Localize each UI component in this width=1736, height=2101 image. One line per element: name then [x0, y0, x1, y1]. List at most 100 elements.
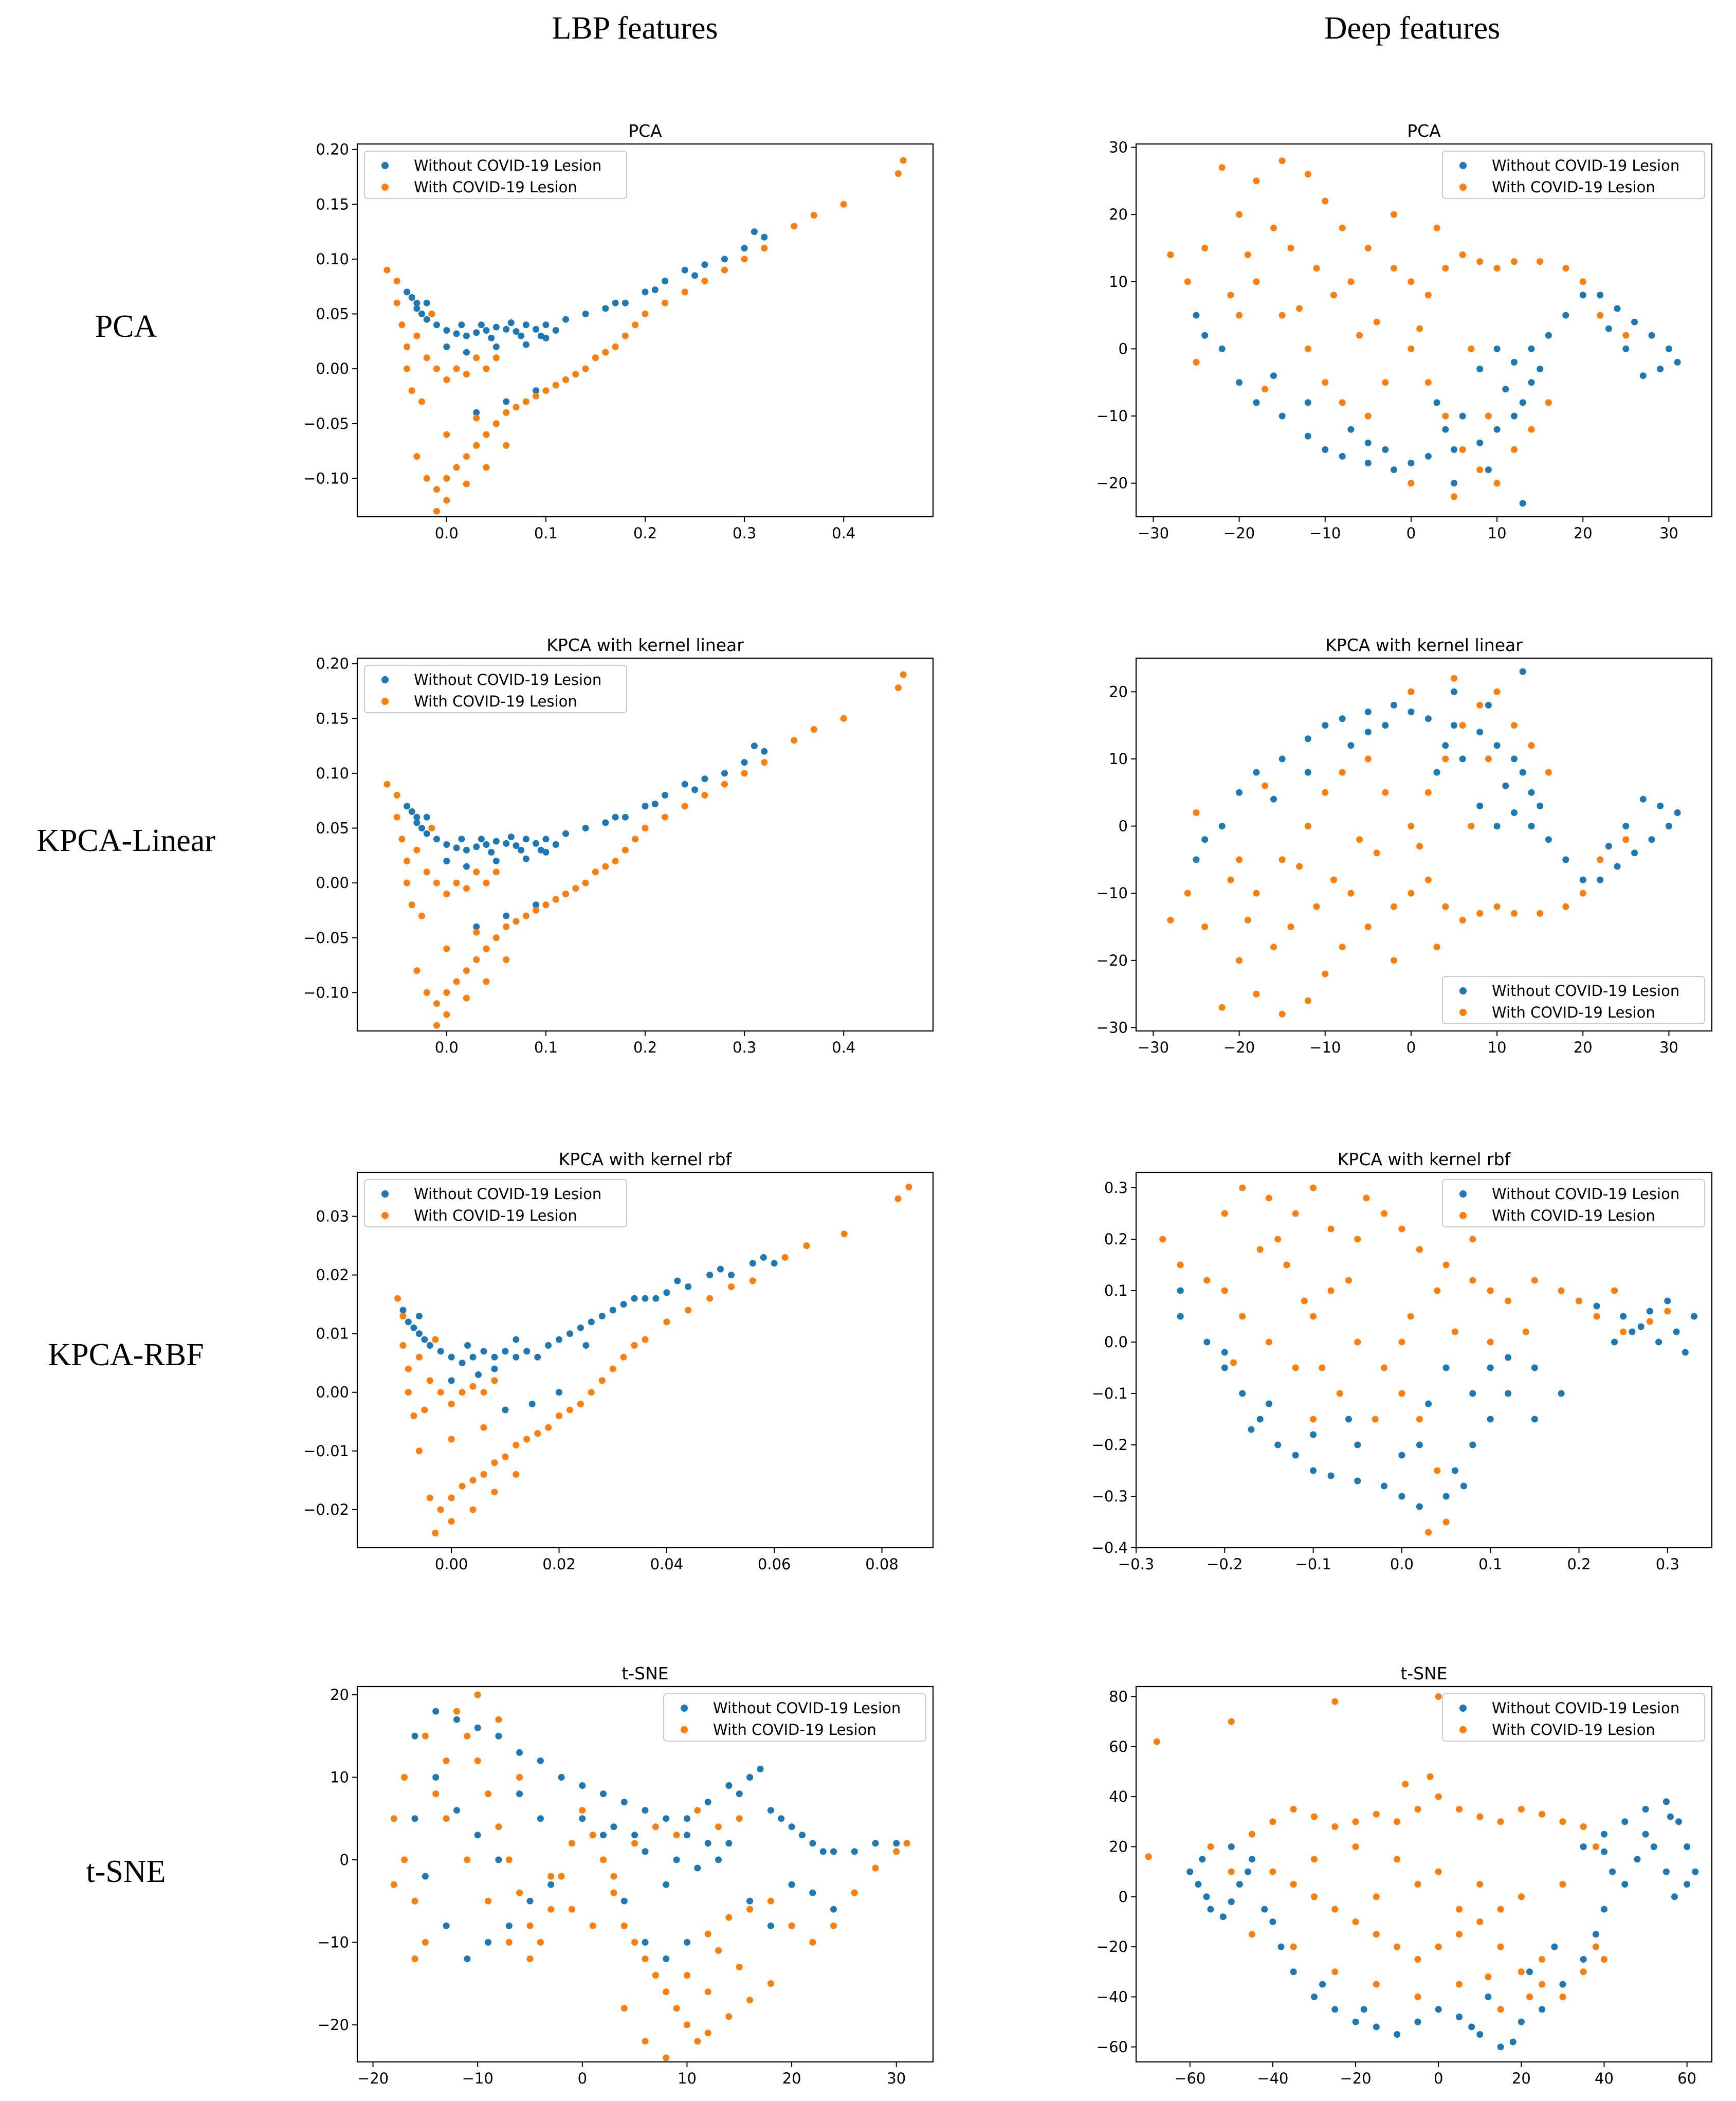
data-point [631, 1342, 638, 1349]
data-point [674, 1277, 681, 1284]
data-point [483, 978, 490, 985]
y-tick-label: 30 [1109, 139, 1128, 156]
data-point [652, 1972, 659, 1979]
data-point [642, 825, 649, 831]
data-point [1593, 1313, 1600, 1320]
data-point [1518, 2018, 1525, 2025]
data-point [513, 1471, 520, 1478]
data-point [1373, 318, 1380, 325]
data-point [1592, 1843, 1599, 1850]
data-point [1186, 1868, 1194, 1875]
data-point [1505, 1297, 1512, 1305]
column-header-lbp: LBP features [552, 11, 718, 46]
data-point [1414, 1806, 1421, 1813]
data-point [900, 671, 907, 678]
data-point [503, 840, 510, 847]
panel-title: KPCA with kernel linear [546, 635, 744, 655]
data-point [622, 299, 629, 306]
data-point [620, 2005, 628, 2012]
data-point [505, 1922, 513, 1929]
data-point [1269, 1918, 1276, 1925]
data-point [443, 497, 450, 504]
data-point [1347, 742, 1355, 749]
data-point [567, 1330, 573, 1337]
data-point [602, 349, 609, 356]
data-point [1227, 876, 1234, 883]
data-point [533, 907, 540, 914]
data-point [413, 299, 421, 306]
data-point [1153, 1738, 1160, 1745]
panel-5: KPCA with kernel rbf 0.00 0.02 0.04 0.06 0.08… [303, 1149, 934, 1573]
panel-2: PCA −30 −20 −10 0 10 20 30 −20 −10 0 10 20 30 Without … [1097, 121, 1713, 542]
data-point [662, 278, 669, 284]
data-point [1691, 1313, 1697, 1320]
data-point [433, 321, 440, 329]
data-point [620, 1301, 627, 1308]
data-point [809, 1939, 816, 1946]
data-point [433, 836, 440, 843]
data-point [1655, 1338, 1662, 1346]
legend-marker [1459, 1212, 1467, 1219]
data-point [663, 1815, 670, 1822]
data-point [1253, 990, 1260, 998]
data-point [1539, 2006, 1546, 2013]
data-point [1331, 1823, 1339, 1830]
data-point [1159, 1236, 1166, 1243]
data-point [422, 1939, 429, 1946]
data-point [411, 1815, 418, 1822]
data-point [1497, 1906, 1504, 1913]
data-point [562, 891, 569, 897]
y-tick-label: 0 [1119, 818, 1128, 835]
data-point [1322, 446, 1329, 453]
data-point [495, 1732, 502, 1740]
data-point [1322, 379, 1329, 386]
data-point [1476, 1881, 1484, 1888]
data-point [830, 1848, 837, 1855]
data-point [533, 901, 540, 909]
data-point [1631, 849, 1638, 857]
data-point [1270, 372, 1277, 379]
data-point [448, 1401, 455, 1407]
data-point [673, 1832, 680, 1839]
data-point [1665, 823, 1672, 830]
data-point [1476, 466, 1484, 474]
x-tick-label: 0.08 [865, 1555, 899, 1573]
data-point [542, 848, 550, 856]
data-point [663, 1318, 670, 1326]
data-point [851, 1889, 858, 1896]
data-point [767, 1807, 774, 1814]
data-point [507, 319, 515, 327]
data-point [1408, 709, 1415, 715]
data-point [463, 371, 470, 378]
legend-box [364, 1179, 627, 1227]
data-point [516, 1774, 523, 1781]
data-point [1236, 379, 1243, 386]
data-point [426, 1494, 433, 1501]
data-point [1605, 843, 1612, 850]
data-point [642, 2038, 649, 2045]
data-point [1442, 742, 1449, 749]
data-point [1207, 1843, 1214, 1850]
x-tick-label: 0.04 [650, 1555, 684, 1573]
data-point [903, 1840, 910, 1847]
data-point [443, 945, 450, 952]
data-point [1435, 1943, 1442, 1950]
data-point [463, 846, 470, 854]
data-point [1203, 1893, 1210, 1900]
data-point [1442, 903, 1449, 910]
series-without-lesion [1193, 668, 1681, 883]
data-point [469, 1353, 477, 1361]
data-point [1493, 742, 1501, 749]
data-point [552, 841, 559, 848]
data-point [642, 1807, 649, 1814]
data-point [1354, 1236, 1361, 1243]
data-point [652, 1823, 659, 1831]
data-point [1256, 1246, 1264, 1253]
data-point [1620, 1313, 1627, 1320]
data-point [778, 1815, 785, 1822]
x-tick-label: 30 [1659, 1039, 1678, 1056]
y-tick-label: 0.0 [1104, 1333, 1128, 1351]
axes-frame [1135, 143, 1713, 518]
data-point [1637, 1323, 1644, 1330]
data-point [1382, 789, 1389, 796]
